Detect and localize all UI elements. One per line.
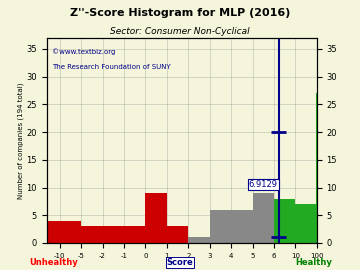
Bar: [167, 226, 188, 243]
Text: ©www.textbiz.org: ©www.textbiz.org: [52, 48, 116, 55]
Text: Sector: Consumer Non-Cyclical: Sector: Consumer Non-Cyclical: [110, 27, 250, 36]
Bar: [124, 226, 145, 243]
Bar: [60, 221, 81, 243]
Bar: [47, 221, 60, 243]
Text: Unhealthy: Unhealthy: [30, 258, 78, 267]
Bar: [210, 210, 231, 243]
Bar: [274, 199, 295, 243]
Bar: [103, 226, 124, 243]
Text: The Research Foundation of SUNY: The Research Foundation of SUNY: [52, 65, 171, 70]
Bar: [188, 237, 210, 243]
Text: 6.9129: 6.9129: [249, 180, 278, 189]
Text: Score: Score: [167, 258, 193, 267]
Text: Z''-Score Histogram for MLP (2016): Z''-Score Histogram for MLP (2016): [70, 8, 290, 18]
Bar: [145, 193, 167, 243]
Bar: [231, 210, 252, 243]
Y-axis label: Number of companies (194 total): Number of companies (194 total): [17, 82, 24, 199]
Bar: [252, 193, 274, 243]
Bar: [295, 204, 317, 243]
Bar: [81, 226, 103, 243]
Text: Healthy: Healthy: [295, 258, 332, 267]
